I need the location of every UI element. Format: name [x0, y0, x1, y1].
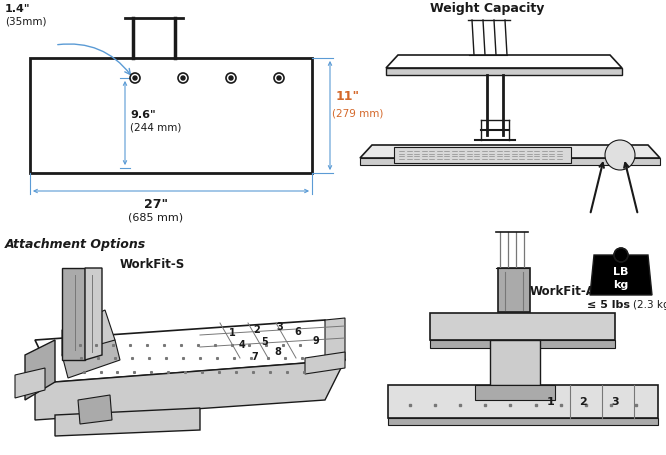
- Polygon shape: [35, 320, 345, 382]
- Circle shape: [130, 73, 140, 83]
- Polygon shape: [475, 385, 555, 400]
- Polygon shape: [62, 268, 85, 360]
- Circle shape: [133, 76, 137, 80]
- Text: WorkFit-A: WorkFit-A: [530, 285, 596, 298]
- Text: (279 mm): (279 mm): [332, 108, 384, 118]
- Polygon shape: [78, 395, 112, 424]
- Polygon shape: [62, 340, 120, 378]
- Text: 3: 3: [276, 322, 283, 332]
- Polygon shape: [386, 68, 622, 75]
- Polygon shape: [590, 255, 652, 295]
- Polygon shape: [388, 385, 658, 418]
- Polygon shape: [386, 55, 622, 68]
- Circle shape: [277, 76, 281, 80]
- Polygon shape: [498, 268, 530, 312]
- Text: 2: 2: [579, 397, 587, 407]
- Text: 5: 5: [262, 337, 268, 347]
- Polygon shape: [430, 340, 615, 348]
- Polygon shape: [490, 340, 540, 385]
- Text: (685 mm): (685 mm): [129, 213, 184, 223]
- Text: 6: 6: [294, 327, 302, 337]
- Text: ≤ 5 lbs: ≤ 5 lbs: [587, 300, 630, 310]
- Circle shape: [181, 76, 185, 80]
- Circle shape: [178, 73, 188, 83]
- FancyBboxPatch shape: [30, 58, 312, 173]
- Circle shape: [274, 73, 284, 83]
- Polygon shape: [305, 352, 345, 374]
- Polygon shape: [360, 145, 660, 158]
- Text: (244 mm): (244 mm): [130, 123, 181, 133]
- Text: Attachment Options: Attachment Options: [5, 238, 147, 251]
- Text: kg: kg: [613, 280, 629, 290]
- Text: 9.6": 9.6": [130, 110, 156, 120]
- Text: (35mm): (35mm): [5, 16, 47, 26]
- FancyBboxPatch shape: [394, 147, 571, 163]
- Polygon shape: [25, 340, 55, 400]
- Text: (2.3 kg): (2.3 kg): [633, 300, 666, 310]
- Polygon shape: [85, 268, 102, 360]
- Text: 3: 3: [611, 397, 619, 407]
- Polygon shape: [55, 408, 200, 436]
- Polygon shape: [35, 360, 345, 420]
- Circle shape: [614, 248, 628, 262]
- Text: 27": 27": [144, 198, 168, 211]
- Polygon shape: [430, 313, 615, 340]
- Polygon shape: [325, 318, 345, 362]
- Text: Weight Capacity: Weight Capacity: [430, 2, 544, 15]
- Text: 2: 2: [254, 325, 260, 335]
- Polygon shape: [62, 310, 115, 365]
- Text: 1: 1: [228, 328, 235, 338]
- Text: 4: 4: [238, 340, 245, 350]
- Text: 11": 11": [336, 90, 360, 103]
- Text: WorkFit-S: WorkFit-S: [120, 258, 185, 271]
- Circle shape: [226, 73, 236, 83]
- Polygon shape: [388, 418, 658, 425]
- Text: 8: 8: [274, 347, 282, 357]
- Polygon shape: [360, 158, 660, 165]
- Text: 1: 1: [547, 397, 555, 407]
- Polygon shape: [15, 368, 45, 398]
- Text: LB: LB: [613, 267, 629, 277]
- Text: 9: 9: [312, 336, 320, 346]
- Text: 7: 7: [252, 352, 258, 362]
- Text: 1.4": 1.4": [5, 4, 31, 14]
- Circle shape: [229, 76, 233, 80]
- Circle shape: [605, 140, 635, 170]
